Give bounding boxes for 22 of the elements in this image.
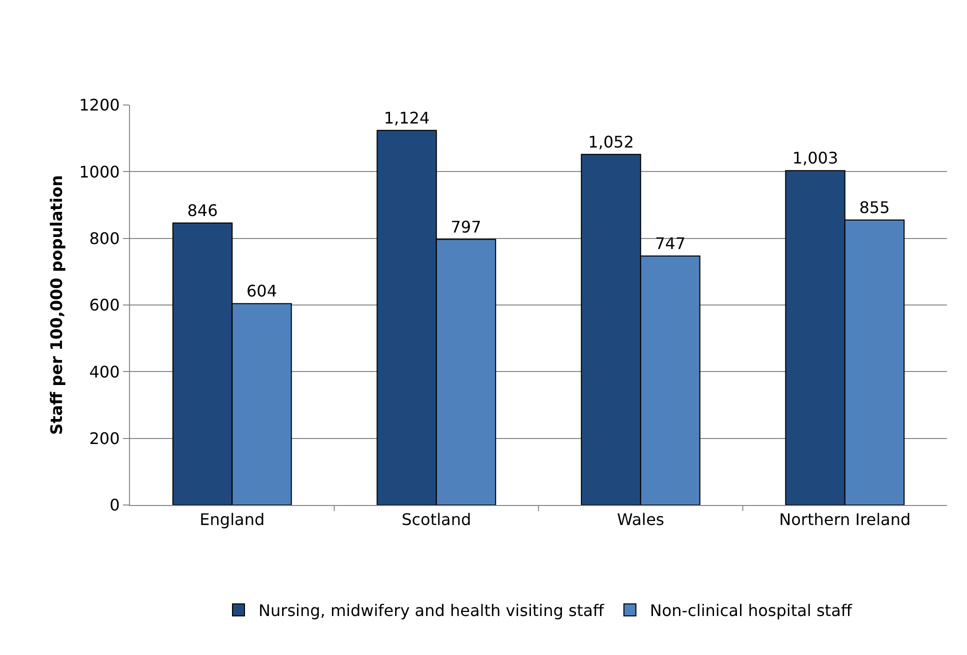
x-tick-label: Scotland — [402, 510, 472, 530]
data-label: 855 — [859, 198, 890, 217]
y-tick-label: 1000 — [79, 162, 120, 182]
y-tick-label: 400 — [89, 362, 120, 382]
data-label: 604 — [246, 282, 278, 301]
y-tick-label: 800 — [89, 228, 120, 248]
y-tick-label: 0 — [110, 496, 120, 515]
data-label: 1,003 — [792, 148, 838, 168]
legend-label: Non-clinical hospital staff — [650, 601, 853, 620]
y-tick-label: 1200 — [79, 96, 120, 115]
data-label: 1,124 — [384, 108, 430, 128]
data-label: 1,052 — [588, 132, 634, 152]
data-label: 846 — [187, 201, 218, 220]
data-label: 747 — [654, 234, 686, 253]
x-tick-label: Wales — [617, 510, 664, 530]
y-axis-title: Staff per 100,000 population — [46, 175, 66, 435]
data-label: 797 — [450, 217, 482, 236]
legend-label: Nursing, midwifery and health visiting staff — [258, 601, 605, 620]
x-tick-label: Northern Ireland — [779, 510, 911, 530]
y-tick-label: 600 — [89, 296, 120, 315]
x-tick-label: England — [200, 510, 265, 530]
y-tick-label: 200 — [89, 428, 120, 448]
